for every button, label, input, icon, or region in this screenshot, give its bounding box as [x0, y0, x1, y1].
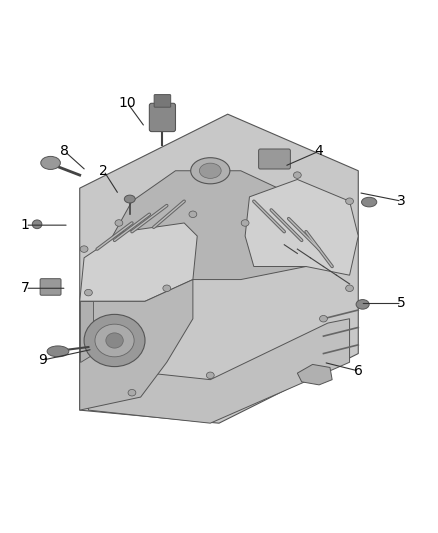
- Ellipse shape: [346, 285, 353, 292]
- Ellipse shape: [115, 220, 123, 226]
- Ellipse shape: [124, 195, 135, 203]
- Text: 10: 10: [119, 96, 136, 110]
- Text: 2: 2: [99, 164, 108, 177]
- Polygon shape: [297, 365, 332, 385]
- Polygon shape: [80, 279, 193, 410]
- Polygon shape: [80, 223, 197, 301]
- Ellipse shape: [199, 163, 221, 179]
- Ellipse shape: [361, 197, 377, 207]
- FancyBboxPatch shape: [154, 94, 171, 107]
- Ellipse shape: [206, 372, 214, 378]
- Polygon shape: [80, 301, 93, 362]
- Text: 3: 3: [397, 194, 406, 208]
- Ellipse shape: [189, 211, 197, 217]
- Ellipse shape: [163, 285, 171, 292]
- FancyBboxPatch shape: [40, 279, 61, 295]
- Ellipse shape: [320, 316, 327, 322]
- Polygon shape: [88, 319, 350, 423]
- FancyBboxPatch shape: [258, 149, 290, 169]
- Polygon shape: [110, 171, 328, 279]
- Text: 7: 7: [21, 281, 30, 295]
- Ellipse shape: [128, 390, 136, 396]
- Ellipse shape: [106, 333, 123, 348]
- Ellipse shape: [41, 156, 60, 169]
- Ellipse shape: [47, 346, 69, 357]
- Text: 5: 5: [397, 296, 406, 311]
- Polygon shape: [80, 114, 358, 423]
- Ellipse shape: [84, 314, 145, 367]
- Ellipse shape: [95, 324, 134, 357]
- FancyBboxPatch shape: [149, 103, 176, 132]
- Polygon shape: [245, 180, 358, 275]
- Text: 1: 1: [21, 218, 30, 232]
- Ellipse shape: [32, 220, 42, 229]
- Ellipse shape: [80, 246, 88, 252]
- Ellipse shape: [346, 198, 353, 205]
- Text: 8: 8: [60, 144, 69, 158]
- Ellipse shape: [191, 158, 230, 184]
- Ellipse shape: [85, 289, 92, 296]
- Text: 6: 6: [354, 364, 363, 378]
- Ellipse shape: [356, 300, 369, 309]
- Text: 4: 4: [315, 144, 324, 158]
- Ellipse shape: [293, 172, 301, 179]
- Ellipse shape: [241, 220, 249, 226]
- Text: 9: 9: [38, 353, 47, 367]
